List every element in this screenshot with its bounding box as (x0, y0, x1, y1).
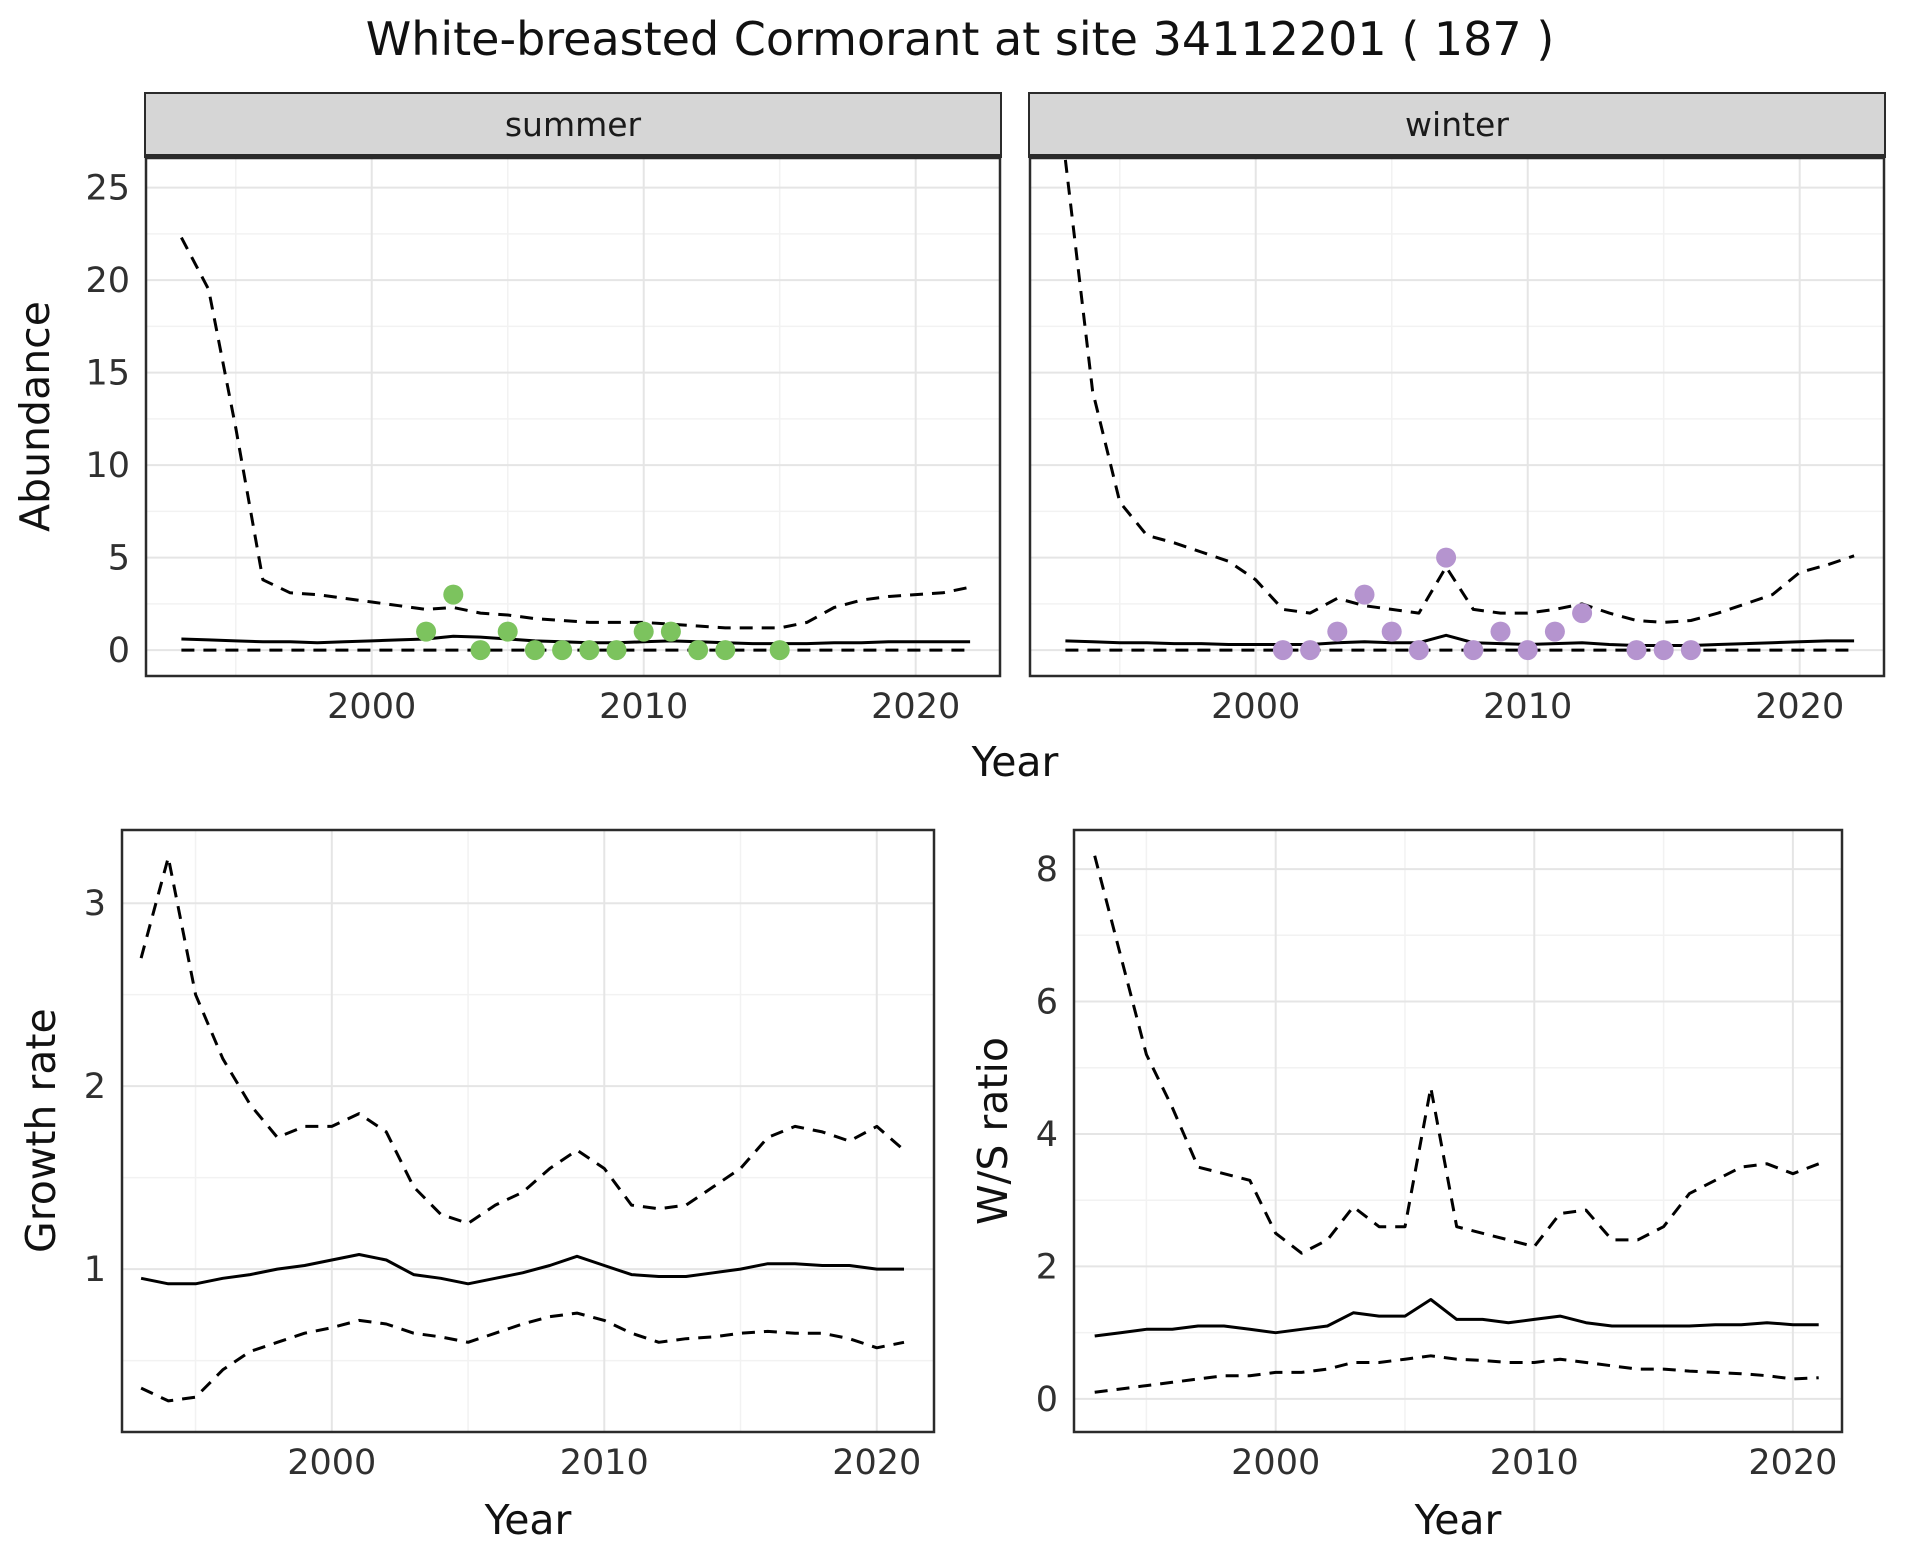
panel-abundance-winter: 2000 2010 2020 (1028, 156, 1886, 727)
y-axis-label-ws-ratio: W/S ratio (969, 1037, 1017, 1225)
y-tick-label: 15 (85, 354, 130, 394)
y-tick-label: 1 (84, 1250, 106, 1290)
data-point-abundance-summer (552, 640, 573, 661)
data-point-abundance-summer (416, 621, 437, 642)
series-group-growth-rate (139, 855, 905, 1403)
y-tick-label: 6 (1036, 983, 1058, 1023)
panel-background (1030, 158, 1884, 676)
data-point-abundance-summer (660, 621, 681, 642)
y-tick-label: 4 (1036, 1115, 1058, 1155)
x-tick-label: 2000 (287, 1443, 376, 1483)
data-point-abundance-summer (606, 640, 627, 661)
panel-border (120, 828, 936, 1434)
x-tick-label: 2010 (1490, 1443, 1579, 1483)
y-tick-label: 0 (108, 631, 130, 671)
data-point-abundance-summer (688, 640, 709, 661)
x-tick-label: 2020 (832, 1443, 921, 1483)
panel-background (1074, 830, 1842, 1432)
panel-border (1028, 156, 1886, 678)
series-mean-abundance-summer (181, 634, 971, 646)
data-point-abundance-winter (1272, 640, 1293, 661)
facet-strip-summer-label: summer (504, 104, 642, 144)
data-point-abundance-winter (1517, 640, 1538, 661)
panel-growth-rate: 2000 2010 2020 1 2 3 (84, 828, 936, 1483)
y-tick-label: 0 (1036, 1380, 1058, 1420)
y-tick-label: 2 (84, 1067, 106, 1107)
data-point-abundance-winter (1300, 640, 1321, 661)
series-group-ws-ratio (1093, 855, 1820, 1394)
data-point-abundance-winter (1327, 621, 1348, 642)
x-tick-label: 2000 (1211, 687, 1300, 727)
y-axis-label-growth-rate: Growth rate (17, 1008, 65, 1254)
panel-border (1072, 828, 1844, 1434)
x-tick-label: 2010 (1483, 687, 1572, 727)
series-mean-growth-rate (140, 1253, 904, 1286)
data-point-abundance-winter (1544, 621, 1565, 642)
facet-strip-winter-label: winter (1405, 104, 1509, 144)
y-tick-label: 20 (85, 261, 130, 301)
x-tick-label: 2000 (1231, 1443, 1320, 1483)
x-tick-label: 2010 (560, 1443, 649, 1483)
data-point-abundance-summer (470, 640, 491, 661)
data-point-abundance-summer (443, 584, 464, 605)
y-axis-label-abundance: Abundance (11, 301, 59, 533)
y-tick-label: 5 (108, 539, 130, 579)
figure-title: White-breasted Cormorant at site 3411220… (365, 12, 1555, 66)
series-lower-ci-ws-ratio (1094, 1354, 1819, 1394)
panel-abundance-summer: 2000 2010 2020 0 5 10 15 20 25 (85, 156, 1002, 727)
series-upper-ci-growth-rate (139, 855, 905, 1225)
y-tick-label: 3 (84, 884, 106, 924)
series-lower-ci-growth-rate (140, 1311, 905, 1403)
panel-ws-ratio: 2000 2010 2020 0 2 4 6 8 (1036, 828, 1844, 1483)
y-tick-label: 2 (1036, 1247, 1058, 1287)
x-tick-label: 2010 (599, 687, 688, 727)
series-upper-ci-ws-ratio (1093, 855, 1820, 1255)
x-axis-label-year-ws: Year (1414, 1496, 1502, 1544)
data-point-abundance-winter (1572, 603, 1593, 624)
panel-background (122, 830, 934, 1432)
data-point-abundance-summer (633, 621, 654, 642)
data-point-abundance-summer (524, 640, 545, 661)
data-point-abundance-summer (769, 640, 790, 661)
series-group-abundance-summer (180, 236, 971, 661)
x-tick-label: 2000 (327, 687, 416, 727)
x-tick-label: 2020 (1755, 687, 1844, 727)
data-point-abundance-winter (1680, 640, 1701, 661)
x-tick-label: 2020 (1748, 1443, 1837, 1483)
x-axis-label-year-growth: Year (484, 1496, 572, 1544)
data-point-abundance-winter (1463, 640, 1484, 661)
panel-background (146, 158, 1000, 676)
data-point-abundance-winter (1381, 621, 1402, 642)
series-mean-abundance-winter (1065, 633, 1855, 647)
data-point-abundance-winter (1626, 640, 1647, 661)
series-group-abundance-winter (1063, 159, 1855, 661)
data-point-abundance-winter (1653, 640, 1674, 661)
y-tick-label: 10 (85, 446, 130, 486)
x-axis-label-year-top: Year (971, 738, 1059, 786)
facet-strip-summer: summer (144, 92, 1002, 158)
facet-strip-winter: winter (1028, 92, 1886, 158)
data-point-abundance-summer (579, 640, 600, 661)
data-point-abundance-summer (715, 640, 736, 661)
data-point-abundance-winter (1408, 640, 1429, 661)
x-tick-label: 2020 (871, 687, 960, 727)
y-tick-label: 25 (85, 169, 130, 209)
data-point-abundance-summer (497, 621, 518, 642)
series-mean-ws-ratio (1094, 1298, 1819, 1338)
data-point-abundance-winter (1436, 547, 1457, 568)
series-upper-ci-abundance-summer (180, 236, 971, 630)
series-upper-ci-abundance-winter (1063, 159, 1855, 624)
y-tick-label: 8 (1036, 850, 1058, 890)
data-point-abundance-winter (1490, 621, 1511, 642)
data-point-abundance-winter (1354, 584, 1375, 605)
panel-border (144, 156, 1002, 678)
